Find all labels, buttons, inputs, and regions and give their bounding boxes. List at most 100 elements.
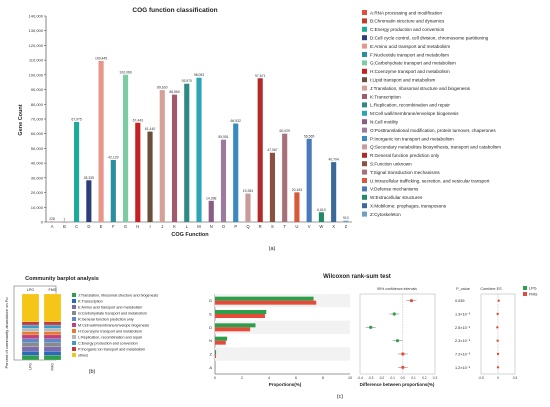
cog-bar-value-label: 86,560 [169, 90, 179, 94]
wilcoxon-legend-label: LPG [529, 287, 537, 291]
cog-y-tick-label: 80,000 [31, 102, 44, 107]
ci-plot-frame [360, 294, 435, 374]
cog-y-tick-label: 100,000 [29, 72, 44, 77]
community-stack-segment [44, 322, 61, 325]
cog-x-tick-label: M [197, 224, 201, 229]
cog-bar-value-label: 42,129 [108, 156, 118, 160]
pvalue-label: 1.3×10⁻⁵ [455, 313, 471, 317]
ci-x-tick-label: 0.3 [433, 376, 438, 380]
community-stack-segment [22, 322, 39, 325]
cog-panel-label: (a) [269, 246, 276, 252]
ci-point [396, 339, 399, 342]
wilcoxon-bar [215, 323, 256, 327]
es-point [497, 353, 499, 355]
cog-legend-label: Q:Secondary metabolites biosynthesis, tr… [370, 145, 501, 150]
cog-x-tick-label: N [210, 224, 213, 229]
cog-legend-swatch [362, 170, 367, 175]
ci-x-axis-label: Difference between proportions(%) [360, 382, 435, 387]
cog-x-tick-label: H [136, 224, 139, 229]
ci-title: 95% confidence intervals [377, 287, 417, 291]
community-chart-title: Community barplot analysis [25, 276, 99, 282]
es-x-tick-label: 0 [497, 376, 499, 380]
cog-function-panel: COG function classification Gene Count C… [0, 0, 550, 258]
ci-x-tick-label: -0.2 [379, 376, 385, 380]
es-point [497, 366, 499, 368]
cog-x-tick-label: W [319, 224, 323, 229]
cog-bar [221, 140, 226, 222]
community-legend-swatch [72, 335, 76, 339]
cog-bar-value-label: 67,975 [71, 117, 81, 121]
ci-point [401, 352, 404, 355]
community-legend-swatch [72, 329, 76, 333]
cog-legend-label: W:Extracellular structures [370, 195, 423, 200]
cog-x-tick-label: A [51, 224, 54, 229]
cog-legend-swatch [362, 203, 367, 208]
community-stack-segment [44, 328, 61, 331]
cog-legend-label: X:Mobilome: prophages, transposons [370, 204, 447, 209]
cog-legend-label: J:Translation, ribosomal structure and b… [370, 86, 471, 91]
cog-legend-label: M:Cell wall/membrane/envelope biogenesis [370, 111, 459, 116]
cog-legend-swatch [362, 212, 367, 217]
community-stack-segment [22, 343, 39, 347]
cog-legend-label: D:Cell cycle control, cell division, chr… [370, 36, 489, 41]
community-legend-label: E:Amino acid transport and metabolism [78, 305, 142, 309]
cog-bar [196, 78, 201, 222]
cog-bar [160, 90, 165, 222]
wilcoxon-category-label: A [209, 365, 212, 370]
cog-legend-label: P:Inorganic ion transport and metabolism [370, 136, 454, 141]
cog-bar [319, 212, 324, 222]
community-stack-segment [22, 335, 39, 339]
cog-legend-label: I:Lipid transport and metabolism [370, 78, 436, 83]
wilcoxon-category-label: E [209, 312, 212, 317]
es-title: Combine ES [480, 287, 502, 291]
cog-legend-label: T:Signal transduction mechanisms [370, 170, 440, 175]
community-legend-swatch [72, 353, 76, 357]
cog-bar-value-label: 40,704 [328, 158, 338, 162]
ci-x-tick-label: 0.0 [401, 376, 406, 380]
cog-legend-swatch [362, 153, 367, 158]
wilcoxon-bar [215, 301, 316, 305]
community-legend-label: M:Cell wall/membrane/envelope biogenesis [78, 323, 149, 327]
cog-legend-label: A:RNA processing and modification [370, 10, 442, 15]
community-category-label: FMG [49, 288, 57, 292]
cog-bar-value-label: 1 [63, 217, 65, 221]
community-stack-segment [22, 328, 39, 331]
cog-legend-label: F:Nucleotide transport and metabolism [370, 52, 449, 57]
community-legend-label: J:Translation, ribosomal structure and b… [78, 293, 158, 297]
pvalue-label: 0.039 [455, 299, 465, 303]
cog-x-tick-label: T [283, 224, 286, 229]
es-x-tick-label: 0.5 [513, 376, 518, 380]
cog-legend-swatch [362, 35, 367, 40]
wilcoxon-x-tick-label: 0 [214, 376, 216, 380]
community-legend-label: K:Transcription [78, 299, 103, 303]
cog-x-tick-label: J [161, 224, 163, 229]
community-legend-label: P:Inorganic ion transport and metabolism [78, 347, 145, 351]
cog-legend-label: V:Defense mechanisms [370, 187, 419, 192]
cog-x-tick-label: K [173, 224, 176, 229]
community-stack-segment [22, 294, 39, 322]
pvalue-label: 2.3×10⁻⁵ [455, 339, 471, 343]
cog-y-tick-label: 20,000 [31, 190, 44, 195]
ci-point [410, 299, 413, 302]
cog-bar-value-label: 28,339 [84, 176, 94, 180]
community-stack-segment [22, 351, 39, 355]
community-stack-segment [22, 347, 39, 352]
wilcoxon-x-tick-label: 6 [295, 376, 297, 380]
wilcoxon-category-label: Z [210, 352, 213, 357]
wilcoxon-category-label: D [209, 325, 212, 330]
cog-y-tick-label: 70,000 [31, 117, 44, 122]
community-stack-segment [44, 347, 61, 352]
cog-legend-swatch [362, 69, 367, 74]
cog-bar-value-label: 100,069 [119, 70, 131, 74]
wilcoxon-chart: Wilcoxon rank-sum test Proportions(%) 95… [185, 258, 550, 402]
wilcoxon-bar [215, 341, 226, 345]
cog-legend-swatch [362, 128, 367, 133]
cog-legend-swatch [362, 60, 367, 65]
community-category-label: LPG [27, 288, 34, 292]
community-y-axis-label: Percent of community abundance on Fu [4, 298, 9, 369]
ci-x-tick-label: -0.4 [357, 376, 363, 380]
community-stacked-bar-chart: Community barplot analysis Percent of co… [0, 258, 185, 402]
community-legend-swatch [72, 347, 76, 351]
